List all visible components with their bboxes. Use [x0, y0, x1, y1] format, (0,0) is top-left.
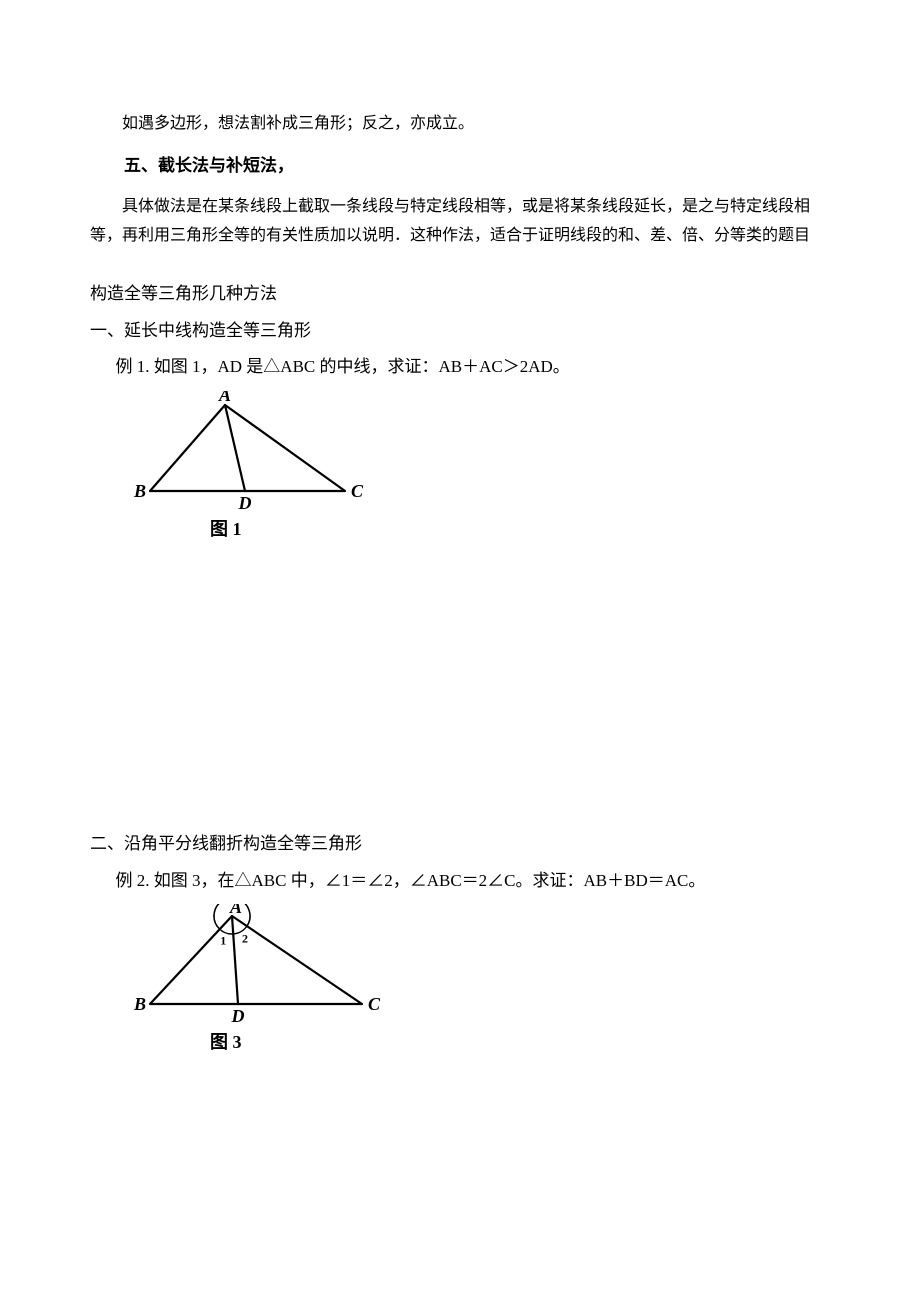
svg-text:A: A [218, 391, 231, 405]
svg-text:B: B [133, 994, 146, 1014]
methods-heading: 构造全等三角形几种方法 [90, 279, 830, 310]
svg-text:C: C [368, 994, 381, 1014]
example-2-text: 例 2. 如图 3，在△ABC 中，∠1＝∠2，∠ABC＝2∠C。求证：AB＋B… [90, 866, 830, 897]
svg-text:B: B [133, 481, 146, 501]
example-1-text: 例 1. 如图 1，AD 是△ABC 的中线，求证：AB＋AC＞2AD。 [90, 352, 830, 383]
figure-1: A B C D 图 1 [130, 391, 830, 545]
blank-space [90, 553, 830, 823]
svg-text:D: D [238, 493, 252, 511]
figure-3-caption: 图 3 [210, 1026, 830, 1058]
figure-1-caption: 图 1 [210, 513, 830, 545]
method-one-heading: 一、延长中线构造全等三角形 [90, 316, 830, 347]
section-five-heading: 五、截长法与补短法， [90, 151, 830, 182]
svg-text:2: 2 [242, 932, 248, 946]
method-description: 具体做法是在某条线段上截取一条线段与特定线段相等，或是将某条线段延长，是之与特定… [90, 193, 830, 251]
polygon-note: 如遇多边形，想法割补成三角形；反之，亦成立。 [90, 110, 830, 139]
figure-3: A B C D 1 2 图 3 [130, 904, 830, 1058]
figure-1-diagram: A B C D [130, 391, 370, 511]
svg-text:A: A [229, 904, 242, 917]
figure-3-diagram: A B C D 1 2 [130, 904, 390, 1024]
svg-text:C: C [351, 481, 364, 501]
svg-text:1: 1 [220, 934, 226, 948]
method-two-heading: 二、沿角平分线翻折构造全等三角形 [90, 829, 830, 860]
svg-text:D: D [231, 1006, 245, 1024]
